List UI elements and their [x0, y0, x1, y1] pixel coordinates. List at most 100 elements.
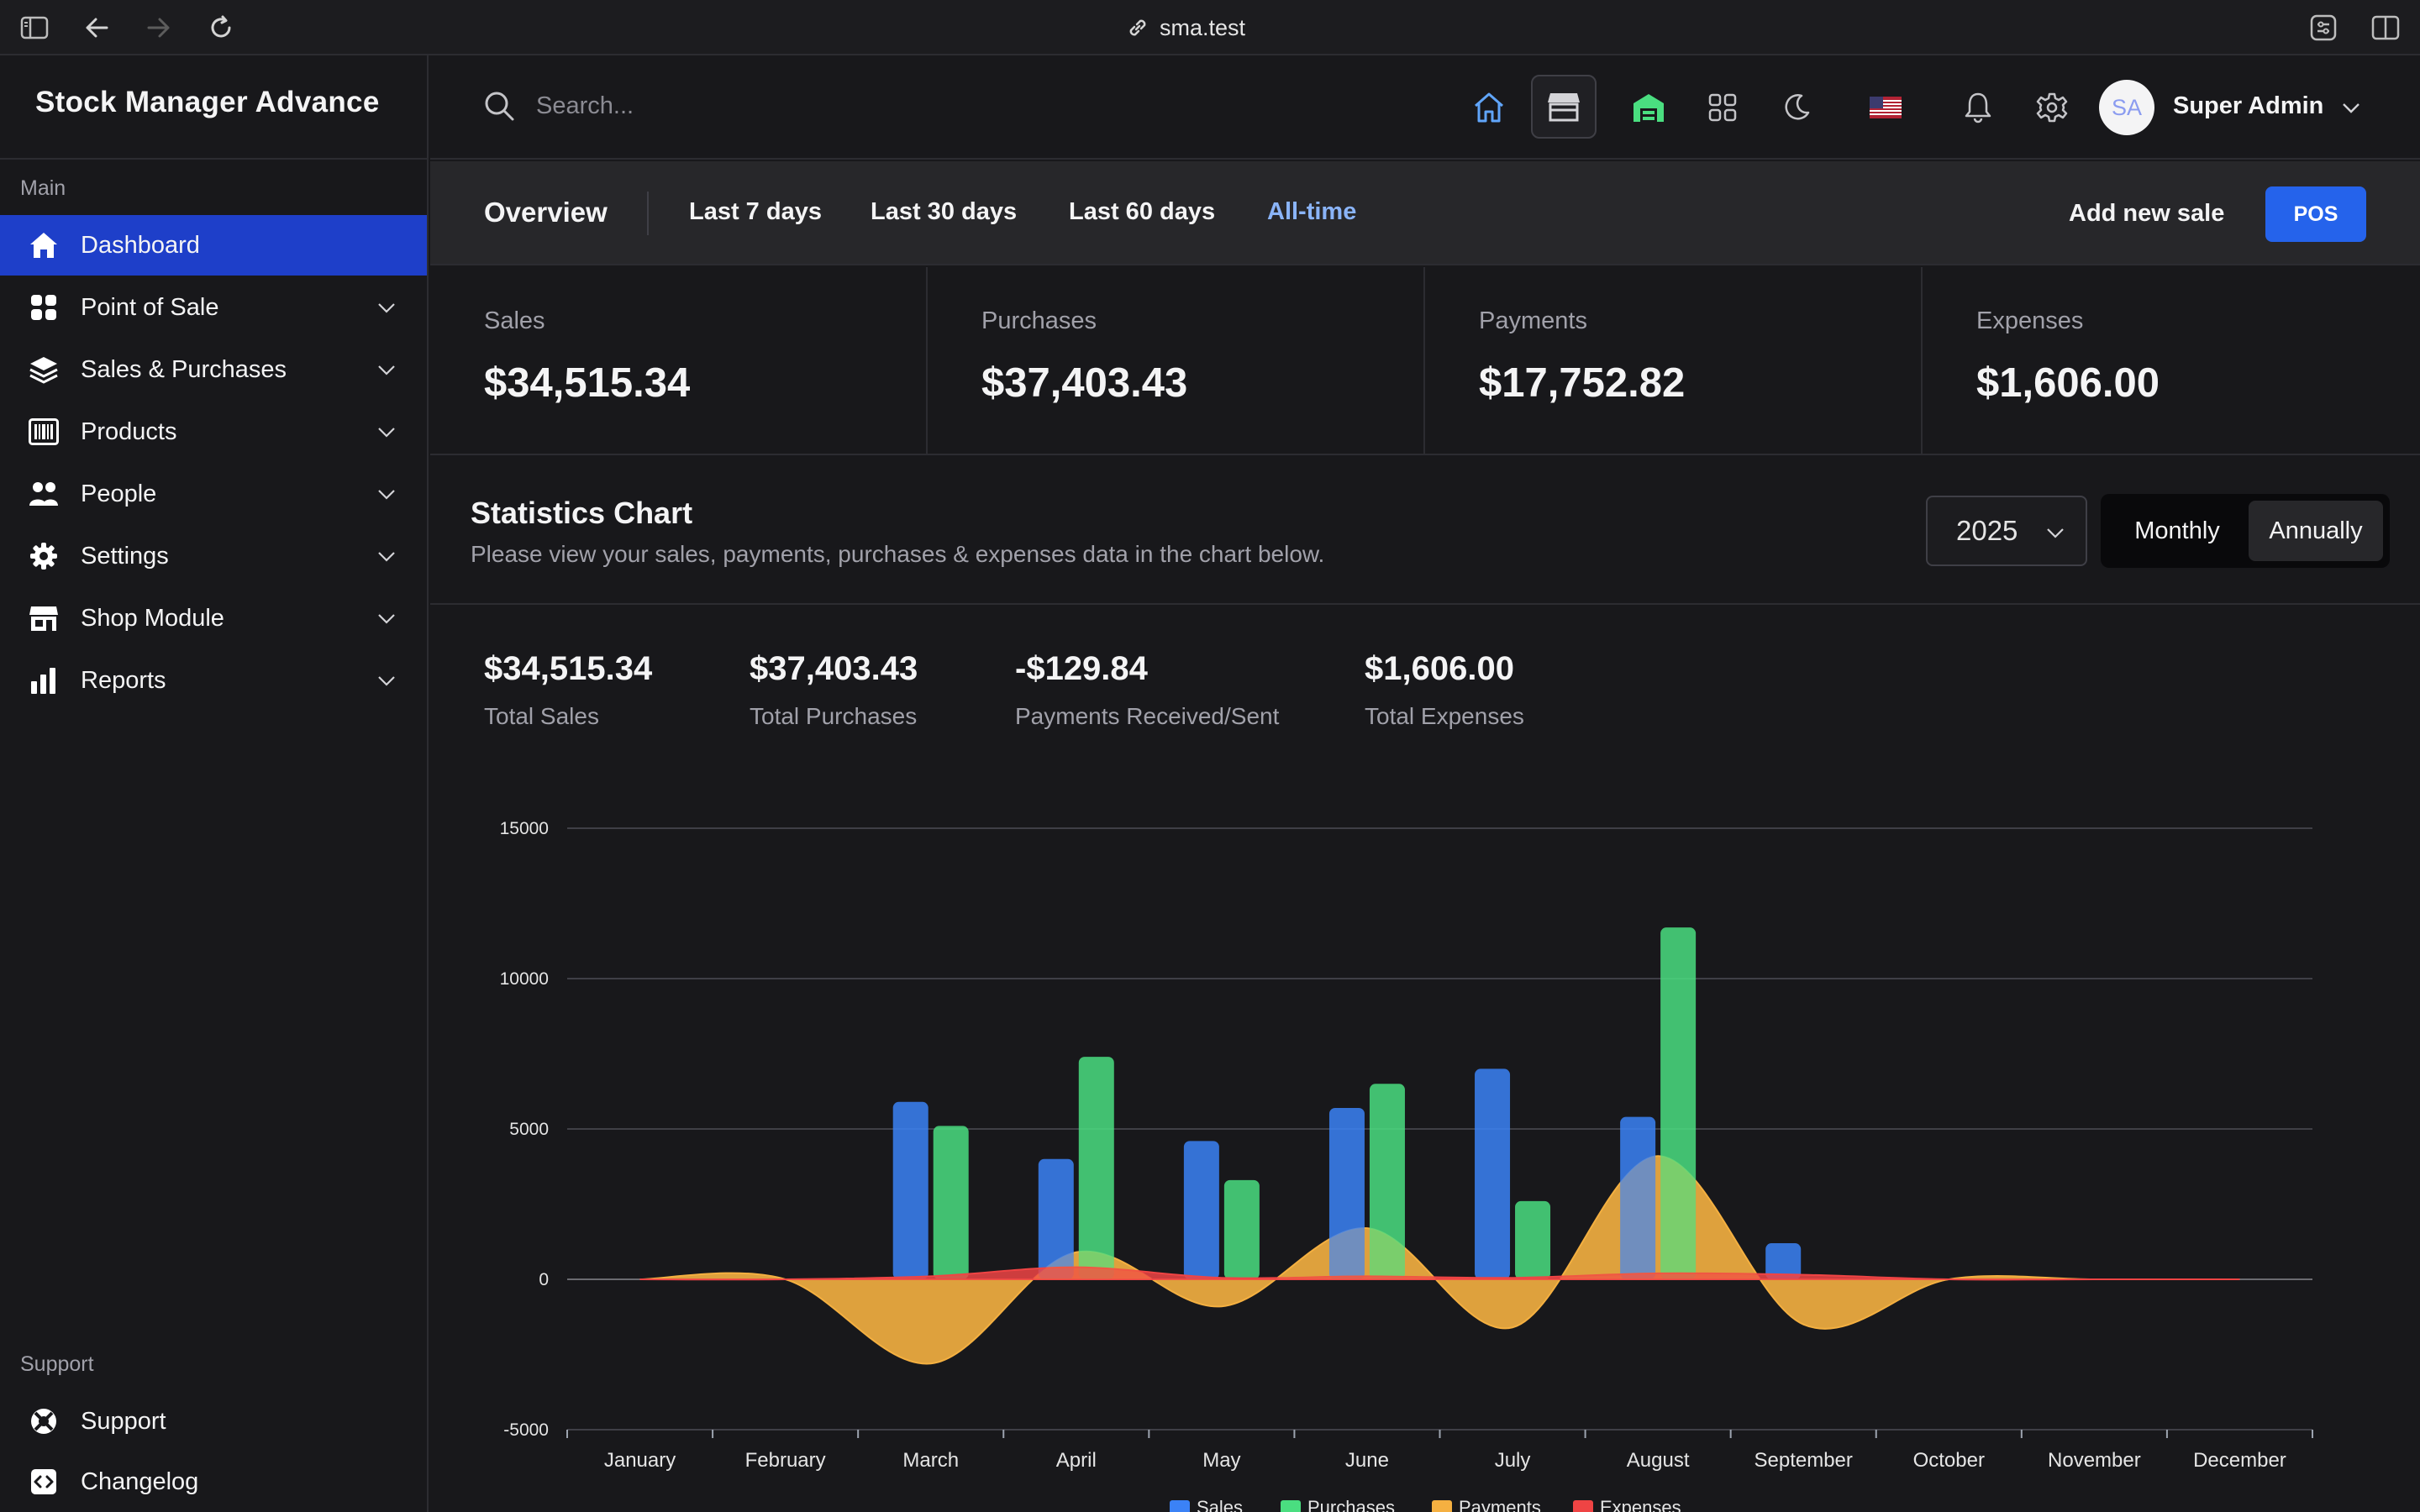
- legend-swatch-purchases: [1281, 1500, 1301, 1512]
- overview-title: Overview: [484, 197, 608, 228]
- forward-icon[interactable]: [143, 12, 175, 44]
- total-expenses: $1,606.00 Total Expenses: [1365, 650, 1524, 730]
- purchases-card: Purchases $37,403.43: [928, 267, 1425, 454]
- extensions-icon[interactable]: [2307, 12, 2339, 44]
- tab-last-60-days[interactable]: Last 60 days: [1069, 198, 1216, 225]
- x-tick-label: October: [1913, 1449, 1985, 1472]
- card-label: Expenses: [1976, 307, 2084, 334]
- gear-icon[interactable]: [2032, 87, 2072, 128]
- monthly-button[interactable]: Monthly: [2134, 517, 2220, 544]
- browser-toolbar: sma.test: [0, 0, 2420, 55]
- split-view-icon[interactable]: [2370, 12, 2402, 44]
- link-icon: [1129, 19, 1146, 36]
- bar-sales-september: [1765, 1243, 1802, 1279]
- sidebar-item-reports[interactable]: Reports: [0, 650, 427, 711]
- y-tick-label: 0: [539, 1270, 549, 1289]
- us-flag-icon[interactable]: [1865, 87, 1906, 128]
- legend-label-payments: Payments: [1459, 1497, 1541, 1512]
- statistics-chart: 15000 10000 5000 0 -5000 January February March…: [430, 790, 2420, 1512]
- url-text: sma.test: [1160, 14, 1246, 40]
- divider: [647, 192, 649, 235]
- home-link-icon[interactable]: [1469, 87, 1509, 128]
- moon-icon[interactable]: [1776, 87, 1817, 128]
- sidebar-toggle-icon[interactable]: [18, 12, 50, 44]
- grid-icon: [27, 291, 60, 324]
- total-purchases: $37,403.43 Total Purchases: [750, 650, 918, 730]
- bar-sales-march: [892, 1101, 929, 1279]
- chevron-down-icon: [378, 490, 395, 500]
- sidebar-item-label: Point of Sale: [81, 293, 219, 321]
- apps-grid-icon[interactable]: [1702, 87, 1743, 128]
- annually-button[interactable]: Annually: [2249, 501, 2383, 561]
- sidebar-item-label: Reports: [81, 666, 166, 694]
- tab-all-time[interactable]: All-time: [1267, 198, 1357, 225]
- sidebar-item-support[interactable]: Support: [0, 1391, 427, 1452]
- bell-icon[interactable]: [1958, 87, 1998, 128]
- total-label: Total Sales: [484, 703, 599, 729]
- top-header: SA Super Admin: [430, 55, 2420, 160]
- x-tick-label: April: [1056, 1449, 1097, 1472]
- brand-name[interactable]: Stock Manager Advance: [35, 86, 380, 118]
- card-value: $1,606.00: [1976, 360, 2160, 406]
- chevron-down-icon: [378, 428, 395, 438]
- avatar[interactable]: SA: [2099, 80, 2154, 135]
- total-value: -$129.84: [1015, 650, 1148, 687]
- legend-label-expenses: Expenses: [1600, 1497, 1681, 1512]
- search-input[interactable]: [536, 86, 956, 126]
- legend-label-purchases: Purchases: [1307, 1497, 1395, 1512]
- store-icon: [1548, 93, 1580, 122]
- total-value: $34,515.34: [484, 650, 653, 687]
- card-value: $17,752.82: [1479, 360, 1686, 406]
- chevron-down-icon[interactable]: [2341, 97, 2361, 118]
- sidebar-item-settings[interactable]: Settings: [0, 526, 427, 586]
- x-tick-label: June: [1345, 1449, 1389, 1472]
- bar-sales-june: [1328, 1107, 1365, 1279]
- chevron-down-icon: [378, 614, 395, 624]
- gear-icon: [27, 539, 60, 573]
- bar-purchases-july: [1515, 1200, 1551, 1279]
- add-new-sale-link[interactable]: Add new sale: [2069, 200, 2225, 227]
- tab-last-7-days[interactable]: Last 7 days: [689, 198, 822, 225]
- bar-sales-april: [1038, 1158, 1074, 1279]
- x-tick-label: May: [1202, 1449, 1240, 1472]
- section-label-support: Support: [20, 1352, 94, 1376]
- sidebar-item-shop-module[interactable]: Shop Module: [0, 588, 427, 648]
- chevron-down-icon: [378, 676, 395, 686]
- store-button[interactable]: [1531, 75, 1597, 139]
- bar-purchases-april: [1078, 1057, 1114, 1279]
- pos-button[interactable]: POS: [2265, 186, 2366, 242]
- x-tick-label: March: [902, 1449, 959, 1472]
- reload-icon[interactable]: [205, 12, 237, 44]
- chart-svg: 15000 10000 5000 0 -5000 January February March…: [500, 819, 2313, 1512]
- sidebar-item-label: People: [81, 480, 157, 507]
- year-select[interactable]: 2025: [1926, 496, 2087, 566]
- address-bar[interactable]: sma.test: [1126, 12, 1245, 44]
- overview-bar: Overview Last 7 days Last 30 days Last 6…: [430, 161, 2420, 265]
- sidebar-item-dashboard[interactable]: Dashboard: [0, 215, 427, 276]
- sidebar-item-sales-purchases[interactable]: Sales & Purchases: [0, 339, 427, 400]
- sidebar-item-changelog[interactable]: Changelog: [0, 1452, 427, 1512]
- sidebar-item-point-of-sale[interactable]: Point of Sale: [0, 277, 427, 338]
- home-icon: [27, 228, 60, 262]
- bar-purchases-may: [1223, 1179, 1260, 1279]
- total-label: Total Expenses: [1365, 703, 1524, 729]
- totals-row: $34,515.34 Total Sales $37,403.43 Total …: [430, 606, 2420, 774]
- bar-sales-july: [1475, 1068, 1511, 1279]
- sidebar-item-label: Changelog: [81, 1467, 199, 1495]
- bar-purchases-august: [1660, 927, 1697, 1279]
- y-tick-label: 10000: [500, 969, 549, 989]
- card-label: Sales: [484, 307, 545, 334]
- x-tick-label: July: [1495, 1449, 1531, 1472]
- barcode-icon: [27, 415, 60, 449]
- user-name[interactable]: Super Admin: [2173, 92, 2324, 119]
- layers-icon: [27, 353, 60, 386]
- back-icon[interactable]: [81, 12, 113, 44]
- warehouse-icon[interactable]: [1628, 87, 1669, 128]
- statistics-header: Statistics Chart Please view your sales,…: [430, 457, 2420, 605]
- summary-cards: Sales $34,515.34 Purchases $37,403.43 Pa…: [430, 267, 2420, 455]
- tab-last-30-days[interactable]: Last 30 days: [871, 198, 1018, 225]
- chevron-down-icon: [378, 365, 395, 375]
- sidebar-item-products[interactable]: Products: [0, 402, 427, 462]
- total-payments: -$129.84 Payments Received/Sent: [1015, 650, 1279, 730]
- sidebar-item-people[interactable]: People: [0, 464, 427, 524]
